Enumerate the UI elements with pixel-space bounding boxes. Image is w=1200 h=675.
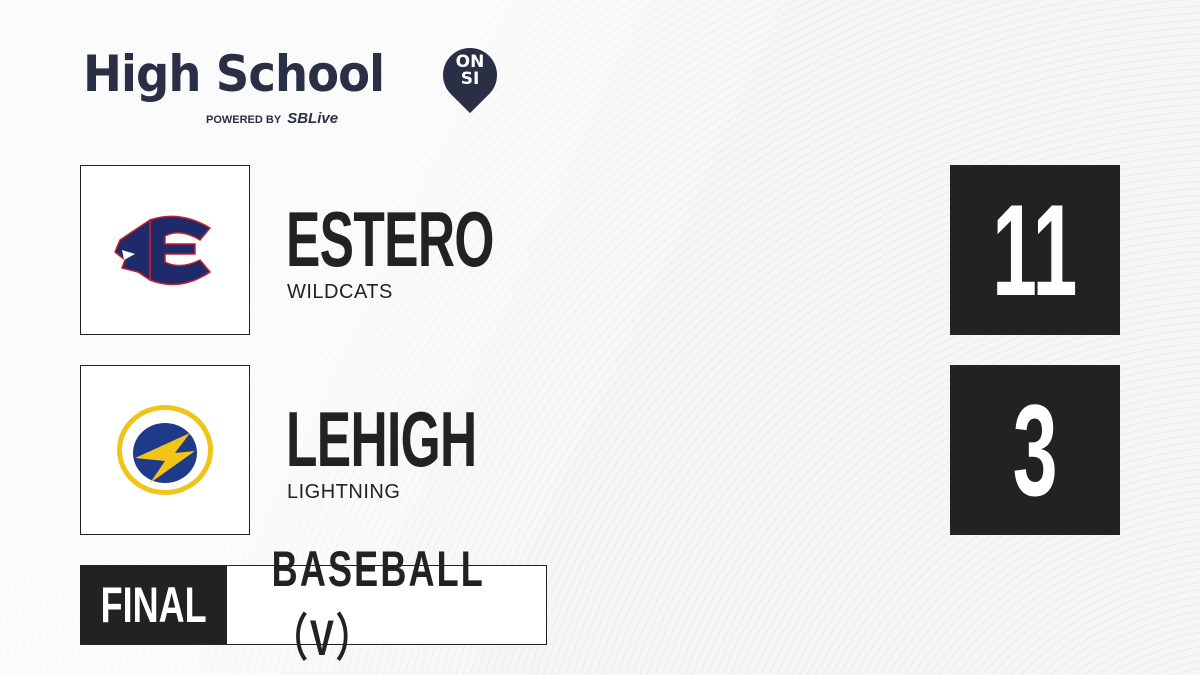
team-mascot: LIGHTNING [287, 481, 401, 503]
team-score: 11 [950, 165, 1120, 335]
on-si-badge: ON SI [443, 54, 497, 88]
brand-logo: High School ON SI POWERED BY SBLive [83, 36, 509, 127]
sblive-logo: SBLive [287, 110, 339, 127]
powered-by: POWERED BY SBLive [206, 110, 338, 127]
score-value: 3 [1012, 377, 1058, 523]
team-score: 3 [950, 365, 1120, 535]
final-badge: FINAL [81, 566, 227, 644]
wildcat-logo-icon [114, 215, 212, 286]
team-logo-estero [80, 165, 250, 335]
team-name: ESTERO [286, 195, 494, 283]
sport-label: BASEBALL（V） [227, 541, 546, 666]
game-status-bar: FINAL BASEBALL（V） [80, 541, 547, 666]
brand-title: High School [83, 45, 385, 103]
score-value: 11 [992, 177, 1078, 323]
team-logo-lehigh [80, 365, 250, 535]
powered-by-label: POWERED BY [206, 114, 282, 126]
badge-bottom: SI [460, 69, 480, 89]
sport-text: BASEBALL（V） [271, 541, 485, 666]
lightning-logo-icon [117, 405, 213, 495]
team-name: LEHIGH [286, 395, 477, 483]
team-mascot: WILDCATS [287, 281, 393, 303]
status-label: FINAL [101, 577, 208, 633]
badge-top: ON [455, 52, 485, 72]
